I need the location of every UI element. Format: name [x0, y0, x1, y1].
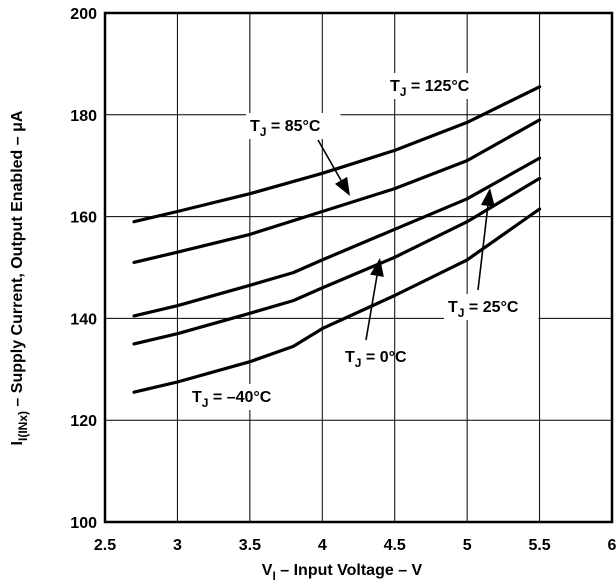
curve-label-rest: = –40°C — [208, 389, 271, 406]
series-line — [132, 176, 542, 346]
x-tick-label: 6 — [608, 537, 616, 554]
label-arrow-shaft — [317, 139, 342, 181]
curve-label-rest: = 0°C — [361, 349, 407, 366]
x-tick-label: 3.5 — [239, 537, 261, 554]
plot-frame — [103, 11, 614, 524]
x-tick-label: 5.5 — [528, 537, 550, 554]
y-axis-label-sub: I(INx) — [16, 411, 30, 441]
curve-label: TJ = 85°C — [250, 118, 321, 139]
curve-label: TJ = 25°C — [448, 299, 519, 320]
y-tick-label: 120 — [70, 413, 97, 430]
tick-labels: 2.5 3 3.5 4 4.5 5 5.5 6 100 120 140 160 180 200 — [70, 6, 616, 554]
x-tick-label: 2.5 — [94, 537, 116, 554]
series-lines — [132, 85, 542, 394]
series-line — [132, 118, 542, 264]
y-tick-label: 100 — [70, 515, 97, 532]
series-line — [132, 85, 542, 224]
curve-label-main: T — [390, 78, 400, 95]
curve-label-sub: J — [400, 85, 407, 99]
curve-label-background — [444, 294, 539, 320]
y-axis-label: II(INx) – Supply Current, Output Enabled… — [9, 110, 30, 445]
curve-label-rest: = 25°C — [464, 299, 518, 316]
curve-label-main: T — [448, 299, 458, 316]
curve-label: TJ = 125°C — [390, 78, 470, 99]
label-arrow-head — [480, 188, 495, 207]
curve-label-main: T — [345, 349, 355, 366]
curve-label-rest: = 125°C — [406, 78, 469, 95]
series-line — [132, 207, 542, 394]
label-arrows — [317, 139, 495, 341]
x-tick-label: 3 — [173, 537, 182, 554]
x-tick-label: 4 — [318, 537, 327, 554]
curve-label: TJ = –40°C — [192, 389, 272, 410]
x-tick-label: 5 — [463, 537, 472, 554]
curve-label-background — [246, 113, 341, 139]
y-tick-label: 140 — [70, 311, 97, 328]
x-axis-label-sub: I — [272, 569, 275, 583]
x-axis-label-rest: – Input Voltage – V — [276, 562, 423, 579]
curve-label-sub: J — [260, 125, 267, 139]
y-axis-label-rest: – Supply Current, Output Enabled – μA — [9, 110, 26, 411]
curve-label-sub: J — [458, 306, 465, 320]
label-arrow-head — [334, 176, 350, 196]
y-axis-label-main: I — [9, 441, 26, 445]
x-tick-label: 4.5 — [384, 537, 406, 554]
curve-label-background — [188, 384, 292, 410]
x-axis-label-main: V — [262, 562, 273, 579]
curve-labels: TJ = 125°CTJ = 85°CTJ = 25°CTJ = 0°CTJ =… — [188, 73, 539, 410]
curve-label-sub: J — [202, 396, 209, 410]
curve-label-background — [386, 73, 490, 99]
label-arrow-shaft — [365, 275, 378, 341]
label-arrow-shaft — [477, 205, 489, 291]
y-tick-label: 180 — [70, 108, 97, 125]
curve-label-rest: = 85°C — [266, 118, 320, 135]
curve-label-main: T — [250, 118, 260, 135]
series-line — [132, 156, 542, 318]
y-tick-label: 200 — [70, 6, 97, 23]
curve-label: TJ = 0°C — [345, 349, 407, 370]
x-axis-label: VI – Input Voltage – V — [262, 562, 423, 583]
curve-label-main: T — [192, 389, 202, 406]
y-tick-label: 160 — [70, 210, 97, 227]
curve-label-sub: J — [355, 356, 362, 370]
label-arrow-head — [370, 258, 384, 277]
